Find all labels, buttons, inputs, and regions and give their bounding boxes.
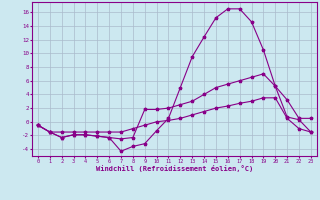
X-axis label: Windchill (Refroidissement éolien,°C): Windchill (Refroidissement éolien,°C) [96, 165, 253, 172]
